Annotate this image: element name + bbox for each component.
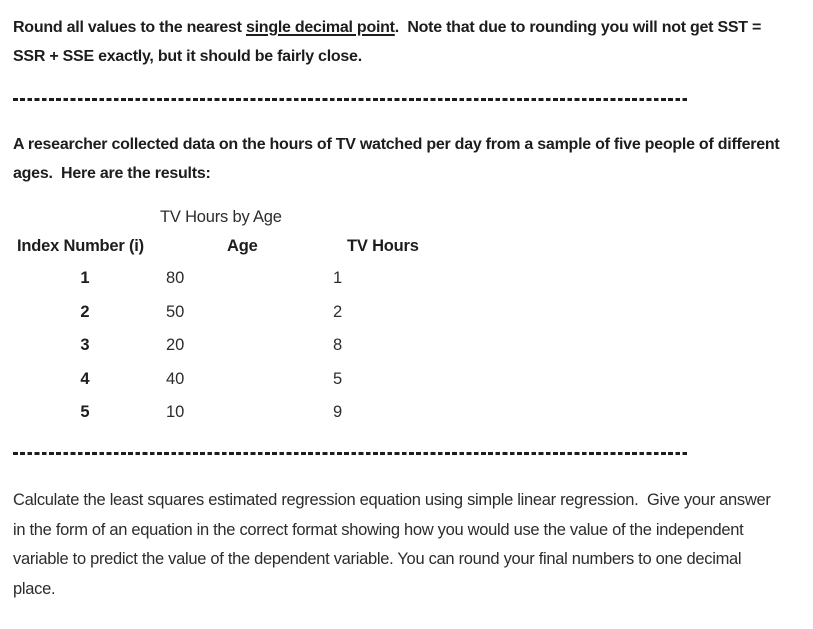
- intro-text-after: . Note that due to rounding you will not…: [13, 19, 766, 65]
- cell-tv-hours: 1: [333, 269, 343, 287]
- cell-index: 1: [80, 269, 90, 287]
- cell-index: 3: [80, 336, 90, 354]
- table-row: 5 10 9: [0, 396, 813, 430]
- dashed-divider-bottom: [13, 452, 687, 455]
- cell-tv-hours: 5: [333, 369, 343, 388]
- cell-age: 80: [166, 269, 185, 287]
- cell-age: 10: [166, 403, 185, 421]
- dashed-divider-top: [13, 98, 687, 101]
- column-header-tv-hours: TV Hours: [347, 237, 419, 255]
- rounding-instruction-paragraph: Round all values to the nearest single d…: [13, 13, 791, 71]
- table-header-row: Index Number (i) Age TV Hours: [0, 232, 813, 261]
- cell-age: 20: [166, 336, 185, 354]
- underlined-phrase: single decimal point: [245, 19, 395, 36]
- intro-text-before: Round all values to the nearest: [13, 19, 246, 36]
- column-header-index-number: Index Number (i): [17, 237, 144, 255]
- cell-tv-hours: 8: [333, 336, 343, 354]
- cell-index: 2: [80, 302, 90, 321]
- cell-index: 4: [80, 369, 90, 388]
- question-paragraph: Calculate the least squares estimated re…: [13, 491, 775, 598]
- table-body: 1 80 1 2 50 2 3 20 8 4 40 5 5 10: [0, 262, 813, 430]
- cell-tv-hours: 9: [333, 403, 343, 421]
- cell-index: 5: [80, 403, 90, 421]
- table-row: 1 80 1: [0, 262, 813, 296]
- cell-tv-hours: 2: [333, 302, 343, 321]
- table-title: TV Hours by Age: [160, 208, 282, 226]
- table-row: 2 50 2: [0, 296, 813, 330]
- cell-age: 40: [166, 369, 185, 388]
- researcher-paragraph: A researcher collected data on the hours…: [13, 136, 784, 182]
- cell-age: 50: [166, 302, 185, 321]
- table-row: 3 20 8: [0, 329, 813, 363]
- table-row: 4 40 5: [0, 363, 813, 397]
- column-header-age: Age: [227, 237, 258, 255]
